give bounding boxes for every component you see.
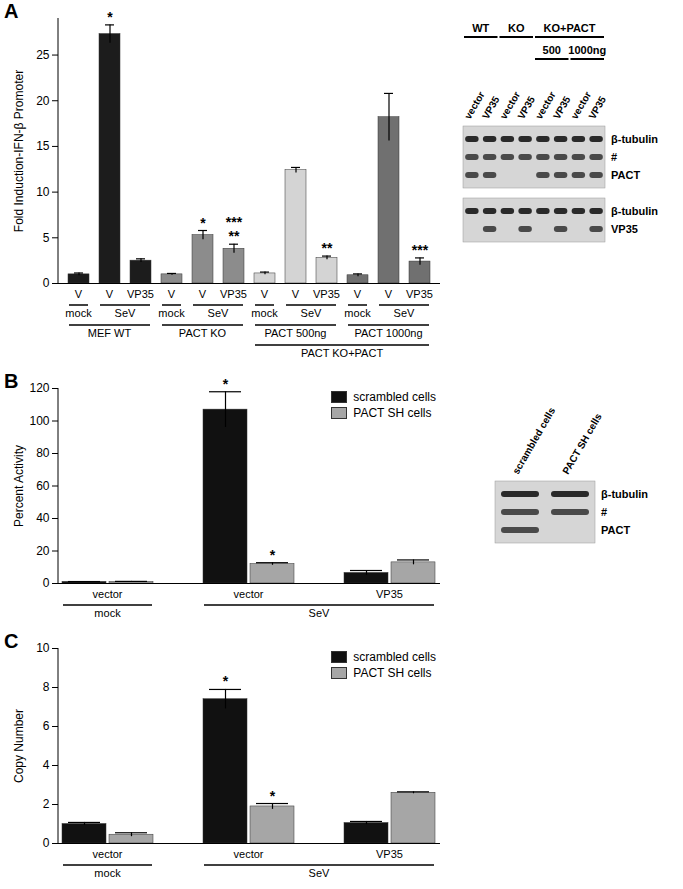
svg-text:V: V [385,288,393,300]
html-text:A: A [4,0,19,22]
svg-text:PACT 500ng: PACT 500ng [265,327,327,339]
svg-text:MEF WT: MEF WT [88,327,132,339]
svg-text:KO: KO [508,22,525,34]
svg-text:5: 5 [43,231,50,245]
svg-text:25: 25 [36,48,50,62]
svg-text:10: 10 [36,185,50,199]
svg-text:1000ng: 1000ng [568,44,606,56]
svg-text:*: * [223,376,229,392]
svg-text:VP35: VP35 [127,288,154,300]
svg-text:mock: mock [158,307,185,319]
svg-text:vector: vector [93,588,123,600]
svg-text:**: ** [322,240,333,256]
svg-text:SeV: SeV [394,307,415,319]
svg-text:KO+PACT: KO+PACT [543,22,595,34]
svg-text:0: 0 [43,576,50,590]
svg-text:vector: vector [568,89,594,121]
svg-text:VP35: VP35 [550,94,573,121]
svg-text:SeV: SeV [301,307,322,319]
svg-text:vector: vector [533,89,558,121]
svg-text:vector: vector [234,588,264,600]
svg-text:vector: vector [462,89,487,121]
svg-text:20: 20 [36,94,50,108]
html-text:B: B [4,370,19,392]
svg-text:V: V [75,288,83,300]
svg-text:*: * [200,215,206,231]
svg-text:PACT: PACT [601,524,630,536]
svg-text:vector: vector [234,848,264,860]
svg-text:6: 6 [43,719,50,733]
svg-text:*: * [223,673,229,689]
svg-text:PACT 1000ng: PACT 1000ng [354,327,422,339]
svg-text:100: 100 [29,414,49,428]
svg-text:vector: vector [93,848,123,860]
svg-text:#: # [601,506,607,518]
svg-text:V: V [168,288,176,300]
svg-text:VP35: VP35 [515,94,538,121]
svg-text:0: 0 [43,276,50,290]
svg-text:β-tubulin: β-tubulin [601,488,648,500]
svg-text:20: 20 [36,544,50,558]
svg-text:β-tubulin: β-tubulin [611,133,658,145]
svg-text:PACT KO+PACT: PACT KO+PACT [301,347,383,359]
svg-text:PACT KO: PACT KO [179,327,227,339]
svg-text:120: 120 [29,381,49,395]
svg-text:0: 0 [43,836,50,850]
html-text:scrambled cells: scrambled cells [353,390,436,404]
svg-text:15: 15 [36,139,50,153]
svg-text:mock: mock [344,307,371,319]
svg-text:VP35: VP35 [586,94,608,121]
svg-text:V: V [261,288,269,300]
svg-text:SeV: SeV [115,307,136,319]
svg-text:***: *** [412,242,429,258]
svg-text:VP35: VP35 [611,223,638,235]
svg-text:*: * [270,788,276,804]
svg-text:V: V [106,288,114,300]
svg-text:VP35: VP35 [313,288,340,300]
svg-text:V: V [199,288,207,300]
svg-text:β-tubulin: β-tubulin [611,205,658,217]
svg-text:PACT: PACT [611,169,640,181]
svg-text:10: 10 [36,641,50,655]
svg-text:PACT SH cells: PACT SH cells [560,411,604,476]
svg-text:80: 80 [36,446,50,460]
svg-text:SeV: SeV [309,607,330,619]
html-text:C: C [4,630,19,652]
svg-text:vector: vector [497,89,523,121]
svg-text:Copy Number: Copy Number [12,709,26,783]
svg-text:*: * [270,547,276,563]
svg-text:mock: mock [65,307,92,319]
svg-text:VP35: VP35 [479,94,502,121]
svg-text:Fold Induction-IFN-β Promoter: Fold Induction-IFN-β Promoter [12,70,26,232]
svg-text:*: * [107,9,113,25]
html-text:PACT SH cells: PACT SH cells [353,406,432,420]
svg-text:#: # [611,151,617,163]
svg-text:mock: mock [94,607,121,619]
svg-text:8: 8 [43,680,50,694]
svg-text:VP35: VP35 [406,288,433,300]
svg-text:40: 40 [36,511,50,525]
svg-text:60: 60 [36,479,50,493]
svg-text:500: 500 [543,44,561,56]
svg-text:SeV: SeV [309,867,330,879]
svg-text:*****: ***** [226,214,243,244]
html-text:scrambled cells: scrambled cells [353,650,436,664]
svg-text:mock: mock [94,867,121,879]
svg-text:V: V [354,288,362,300]
svg-text:V: V [292,288,300,300]
svg-text:VP35: VP35 [376,588,403,600]
svg-text:SeV: SeV [208,307,229,319]
html-text:PACT SH cells: PACT SH cells [353,666,432,680]
svg-text:VP35: VP35 [376,848,403,860]
svg-text:VP35: VP35 [220,288,247,300]
svg-text:WT: WT [472,22,489,34]
svg-text:scrambled cells: scrambled cells [510,405,557,476]
svg-text:mock: mock [251,307,278,319]
svg-text:Percent Activity: Percent Activity [12,445,26,527]
svg-text:4: 4 [43,758,50,772]
svg-text:2: 2 [43,797,50,811]
